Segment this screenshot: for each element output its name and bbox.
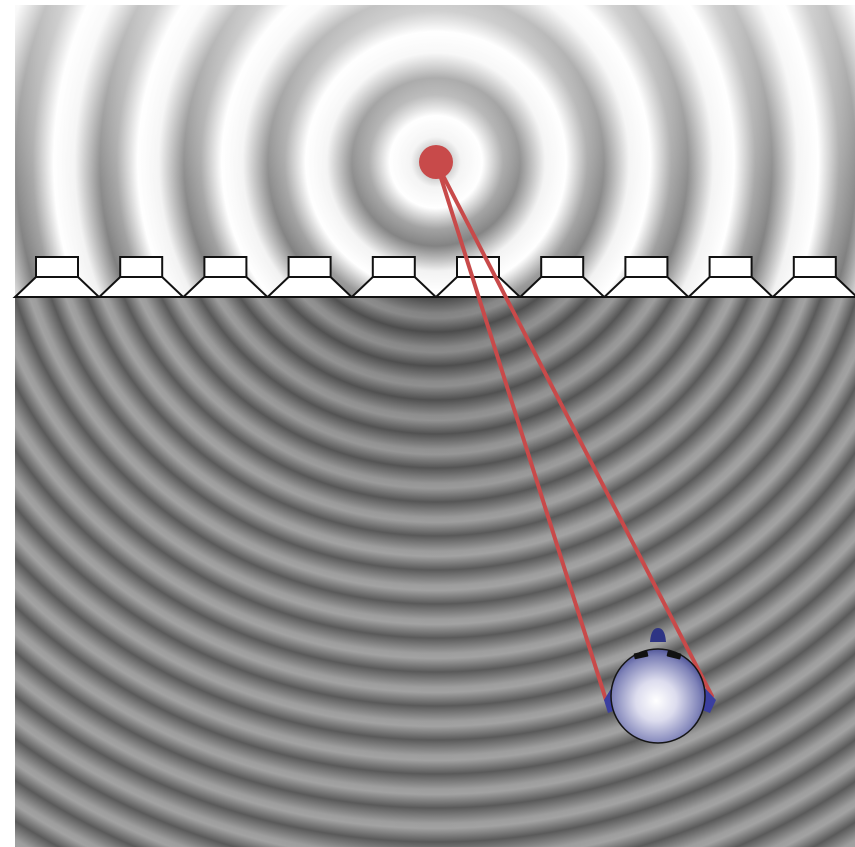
speaker-array <box>12 256 855 298</box>
right-eye-icon <box>666 650 682 660</box>
loudspeaker-icon <box>265 256 355 298</box>
virtual-source-dot <box>419 145 453 179</box>
listener-head <box>604 628 716 744</box>
loudspeaker-icon <box>180 256 270 298</box>
wave-field-lower <box>15 297 855 847</box>
loudspeaker-icon <box>770 256 855 298</box>
loudspeaker-icon <box>601 256 691 298</box>
loudspeaker-icon <box>96 256 186 298</box>
left-eye-icon <box>633 650 649 660</box>
ray-left-ear <box>434 160 608 702</box>
loudspeaker-icon <box>12 256 102 298</box>
ray-right-ear <box>434 160 714 698</box>
loudspeaker-icon <box>517 256 607 298</box>
head-sphere <box>610 648 706 744</box>
propagation-rays <box>434 160 714 702</box>
nose-icon <box>650 628 666 642</box>
